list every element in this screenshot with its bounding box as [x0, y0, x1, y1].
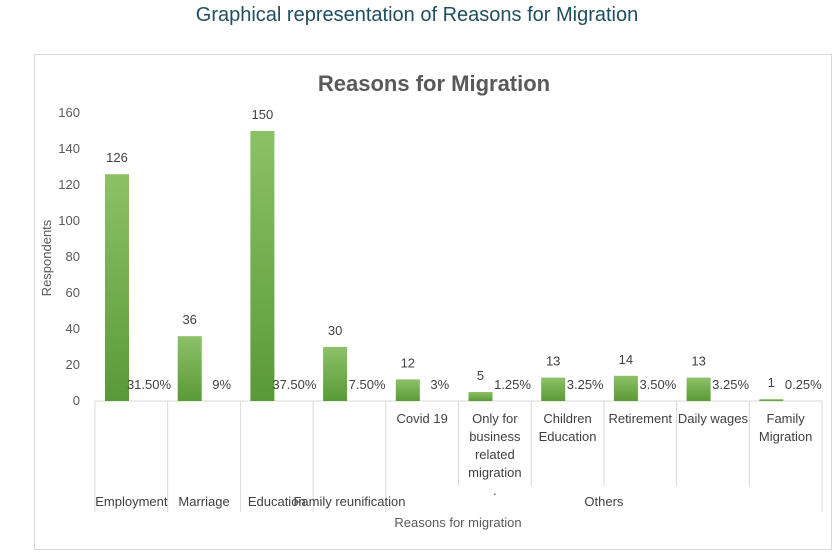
page-caption: Graphical representation of Reasons for …	[195, 4, 639, 26]
y-tick-label: 80	[66, 249, 80, 264]
x-group-label: Marriage	[178, 494, 229, 509]
x-group-label: Family reunification	[293, 494, 405, 509]
bar-respondents	[759, 399, 784, 401]
bar-respondents	[468, 392, 493, 401]
x-group-label: Others	[584, 494, 624, 509]
bars	[105, 131, 784, 401]
bar-respondents	[323, 347, 348, 401]
data-label-count: 14	[619, 352, 633, 367]
data-label-count: 13	[546, 354, 560, 369]
data-labels: 126 31.50% 36 9% 150 37.50% 30 7.50% 12 3% 5 1.25% 1…	[106, 107, 822, 392]
data-label-count: 30	[328, 323, 342, 338]
data-label-percent: 7.50%	[349, 377, 386, 392]
data-label-percent: 3.50%	[639, 377, 676, 392]
y-tick-label: 120	[58, 177, 80, 192]
y-tick-label: 60	[66, 285, 80, 300]
x-category-label: Daily wages	[678, 411, 749, 426]
data-label-percent: 3%	[430, 377, 449, 392]
y-tick-label: 160	[58, 105, 80, 120]
data-label-count: 12	[401, 355, 415, 370]
bar-respondents	[613, 375, 638, 401]
x-group-label: Employment	[95, 494, 168, 509]
data-label-percent: 9%	[212, 377, 231, 392]
bar-respondents	[395, 379, 420, 401]
y-tick-label: 140	[58, 141, 80, 156]
x-category-label: Family Migration	[759, 411, 812, 444]
data-label-count: 126	[106, 150, 128, 165]
chart-title: Reasons for Migration	[318, 71, 550, 96]
y-tick-label: 100	[58, 213, 80, 228]
x-category-label: Only for business related migration.	[468, 411, 521, 498]
data-label-count: 150	[252, 107, 274, 122]
x-group-label: Education	[248, 494, 306, 509]
x-category-label: Children Education	[539, 411, 597, 444]
bar-respondents	[541, 377, 566, 401]
data-label-percent: 37.50%	[272, 377, 317, 392]
data-label-count: 1	[768, 375, 775, 390]
data-label-percent: 31.50%	[127, 377, 172, 392]
x-category-label: Retirement	[608, 411, 672, 426]
x-axis-title: Reasons for migration	[394, 515, 521, 530]
chart-area	[34, 54, 832, 550]
bar-respondents	[177, 336, 202, 401]
data-label-count: 13	[691, 354, 705, 369]
y-axis: 0 20 40 60 80 100 120 140 160	[58, 105, 80, 408]
y-tick-label: 0	[73, 393, 80, 408]
data-label-count: 36	[182, 312, 196, 327]
y-axis-title: Respondents	[39, 219, 54, 296]
bar-respondents	[686, 377, 711, 401]
bar-respondents	[250, 131, 275, 401]
data-label-percent: 3.25%	[712, 377, 749, 392]
y-tick-label: 40	[66, 321, 80, 336]
x-category-label: Covid 19	[396, 411, 447, 426]
data-label-count: 5	[477, 368, 484, 383]
x-axis: Covid 19 Only for business related migration…	[94, 400, 823, 512]
data-label-percent: 3.25%	[567, 377, 604, 392]
data-label-percent: 1.25%	[494, 377, 531, 392]
bar-respondents	[105, 174, 129, 401]
data-label-percent: 0.25%	[785, 377, 822, 392]
y-tick-label: 20	[66, 357, 80, 372]
